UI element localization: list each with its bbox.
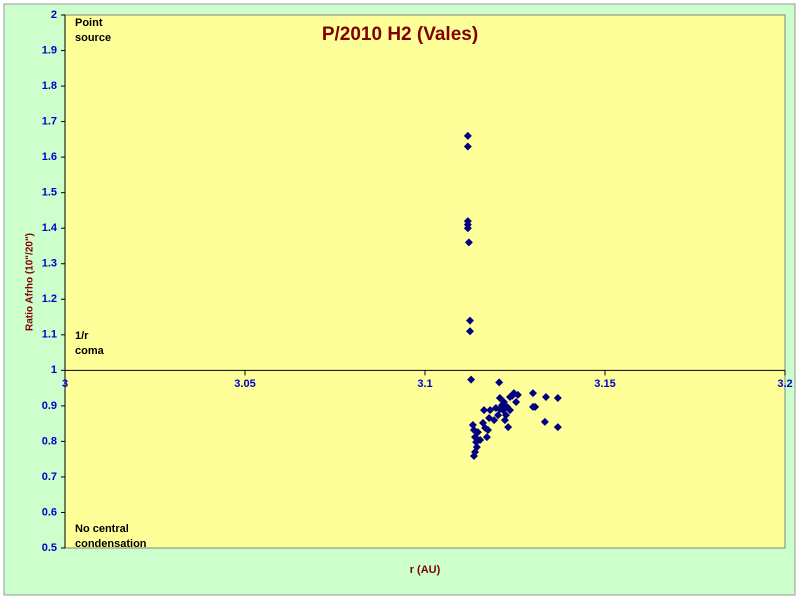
data-point (553, 394, 562, 403)
data-point (466, 327, 474, 336)
data-point (513, 390, 522, 399)
annotation: coma (75, 345, 105, 357)
data-point (464, 238, 473, 247)
data-point (502, 411, 510, 420)
data-point (531, 402, 540, 411)
data-point (473, 428, 482, 437)
data-point (466, 316, 474, 325)
y-tick-label: 0.6 (42, 506, 57, 518)
x-tick-label: 3 (62, 378, 68, 390)
annotation: 1/r (75, 330, 89, 342)
y-tick-label: 1.3 (42, 258, 57, 270)
y-tick-label: 1.2 (42, 293, 57, 305)
y-tick-label: 1.6 (42, 151, 57, 163)
y-tick-label: 1.7 (42, 116, 57, 128)
data-point (484, 426, 492, 435)
data-point (480, 406, 489, 415)
y-tick-label: 1.8 (42, 80, 57, 92)
y-tick-label: 1.4 (42, 222, 58, 234)
y-tick-label: 0.5 (42, 542, 57, 554)
data-point (505, 406, 514, 415)
data-point (495, 378, 504, 387)
annotation: source (75, 32, 111, 44)
annotation: Point (75, 17, 103, 29)
chart-title: P/2010 H2 (Vales) (322, 24, 478, 45)
data-point (467, 375, 476, 384)
data-point (476, 435, 485, 444)
data-point (529, 389, 537, 398)
y-tick-label: 0.7 (42, 471, 57, 483)
y-tick-label: 1.1 (42, 329, 57, 341)
x-tick-label: 3.1 (417, 378, 432, 390)
data-point (469, 451, 478, 460)
plot-area (64, 14, 786, 549)
data-point (498, 401, 507, 410)
data-point (494, 411, 503, 420)
y-tick-label: 1 (51, 364, 57, 376)
y-tick-label: 2 (51, 9, 57, 21)
data-point (463, 224, 472, 233)
annotation: No central (75, 523, 129, 535)
y-tick-label: 0.8 (42, 435, 57, 447)
data-point (540, 417, 549, 426)
x-tick-label: 3.2 (777, 378, 792, 390)
y-tick-label: 0.9 (42, 400, 57, 412)
data-point (490, 416, 499, 425)
data-point (553, 423, 562, 432)
y-axis-label: Ratio Afrho (10"/20") (25, 233, 36, 331)
x-axis-label: r (AU) (410, 564, 441, 576)
y-tick-label: 1.9 (42, 44, 57, 56)
data-point (512, 397, 521, 406)
data-point (482, 433, 491, 442)
data-point (463, 131, 472, 140)
x-tick-label: 3.05 (234, 378, 255, 390)
y-tick-label: 1.5 (42, 187, 57, 199)
x-tick-label: 3.15 (594, 378, 615, 390)
data-point (504, 423, 513, 432)
data-point (463, 142, 472, 151)
data-point (541, 392, 550, 401)
annotation: condensation (75, 538, 147, 550)
